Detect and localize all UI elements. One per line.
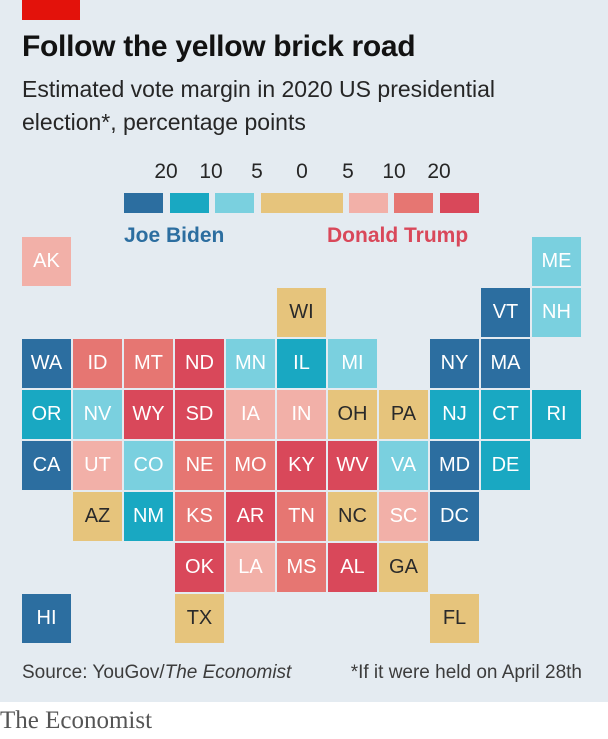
state-tile-ms: MS	[277, 543, 326, 592]
state-tile-nm: NM	[124, 492, 173, 541]
state-tile-pa: PA	[379, 390, 428, 439]
chart-subtitle: Estimated vote margin in 2020 US preside…	[22, 76, 496, 135]
state-tile-ny: NY	[430, 339, 479, 388]
brand-tag	[22, 0, 80, 20]
legend-ticks: 20 10 5 0 5 10 20	[0, 160, 608, 186]
state-tile-wv: WV	[328, 441, 377, 490]
chart-title: Follow the yellow brick road	[22, 30, 416, 63]
state-tile-me: ME	[532, 237, 581, 286]
state-tile-ma: MA	[481, 339, 530, 388]
legend-swatch-biden-5	[215, 193, 254, 213]
state-tile-ky: KY	[277, 441, 326, 490]
state-tile-ca: CA	[22, 441, 71, 490]
state-tile-al: AL	[328, 543, 377, 592]
legend-trump-label: Donald Trump	[327, 224, 469, 247]
state-tile-ia: IA	[226, 390, 275, 439]
state-tile-nc: NC	[328, 492, 377, 541]
state-tile-nj: NJ	[430, 390, 479, 439]
state-tile-hi: HI	[22, 594, 71, 643]
state-tile-tx: TX	[175, 594, 224, 643]
source-note: Source: YouGov/The Economist	[22, 662, 291, 684]
state-tile-in: IN	[277, 390, 326, 439]
state-tile-ga: GA	[379, 543, 428, 592]
legend-swatch-trump-5	[349, 193, 388, 213]
state-tile-nd: ND	[175, 339, 224, 388]
state-tile-wy: WY	[124, 390, 173, 439]
state-tile-ks: KS	[175, 492, 224, 541]
legend-tick: 0	[296, 160, 308, 183]
state-tile-ne: NE	[175, 441, 224, 490]
brand-logo: The Economist	[0, 707, 153, 734]
source-prefix: Source: YouGov/	[22, 662, 165, 683]
state-tile-dc: DC	[430, 492, 479, 541]
legend-tick: 5	[342, 160, 354, 183]
source-publication: The Economist	[164, 662, 292, 683]
state-tile-mt: MT	[124, 339, 173, 388]
state-tile-sc: SC	[379, 492, 428, 541]
legend-biden-label: Joe Biden	[124, 224, 225, 247]
legend-tick: 10	[199, 160, 223, 183]
state-tile-va: VA	[379, 441, 428, 490]
state-tile-mi: MI	[328, 339, 377, 388]
state-tile-mo: MO	[226, 441, 275, 490]
state-tile-ak: AK	[22, 237, 71, 286]
footnote: *If it were held on April 28th	[350, 662, 582, 683]
legend-tick: 20	[154, 160, 178, 183]
state-tile-wi: WI	[277, 288, 326, 337]
legend-tick: 10	[382, 160, 406, 183]
state-tile-nv: NV	[73, 390, 122, 439]
state-tile-wa: WA	[22, 339, 71, 388]
legend-swatch-trump-10	[394, 193, 433, 213]
state-tile-sd: SD	[175, 390, 224, 439]
state-tile-md: MD	[430, 441, 479, 490]
state-tile-tn: TN	[277, 492, 326, 541]
state-tile-il: IL	[277, 339, 326, 388]
state-tile-or: OR	[22, 390, 71, 439]
state-tile-ri: RI	[532, 390, 581, 439]
state-tile-la: LA	[226, 543, 275, 592]
legend-swatch-tossup	[261, 193, 343, 213]
state-tile-nh: NH	[532, 288, 581, 337]
legend-swatch-biden-10	[170, 193, 209, 213]
state-tile-vt: VT	[481, 288, 530, 337]
state-tile-co: CO	[124, 441, 173, 490]
state-tile-mn: MN	[226, 339, 275, 388]
state-tile-id: ID	[73, 339, 122, 388]
state-tile-oh: OH	[328, 390, 377, 439]
state-tile-ut: UT	[73, 441, 122, 490]
legend-swatch-trump-20	[440, 193, 479, 213]
state-tile-fl: FL	[430, 594, 479, 643]
state-tile-de: DE	[481, 441, 530, 490]
state-tile-az: AZ	[73, 492, 122, 541]
legend-tick: 5	[251, 160, 263, 183]
legend-swatch-biden-20	[124, 193, 163, 213]
state-tile-ar: AR	[226, 492, 275, 541]
state-tile-ct: CT	[481, 390, 530, 439]
legend-tick: 20	[427, 160, 451, 183]
state-tile-ok: OK	[175, 543, 224, 592]
